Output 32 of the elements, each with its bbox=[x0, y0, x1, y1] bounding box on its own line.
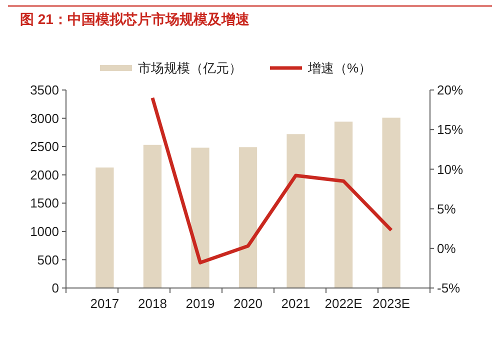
y-tick-label: 2500 bbox=[30, 139, 59, 154]
y2-tick-label: -5% bbox=[437, 280, 461, 296]
y2-tick-label: 5% bbox=[437, 201, 456, 216]
x-tick-label: 2021 bbox=[281, 296, 310, 311]
y-tick-label: 1500 bbox=[30, 196, 59, 211]
bar bbox=[286, 134, 305, 288]
bar bbox=[143, 144, 162, 288]
y2-tick-label: 20% bbox=[437, 82, 464, 98]
y2-tick-label: 15% bbox=[437, 122, 464, 138]
bar bbox=[238, 147, 258, 288]
y-tick-label: 0 bbox=[52, 280, 59, 296]
y2-tick-label: 0% bbox=[437, 240, 456, 256]
x-tick-label: 2020 bbox=[234, 296, 262, 311]
bar bbox=[382, 118, 400, 288]
y-tick-label: 2000 bbox=[30, 167, 59, 182]
y-tick-label: 500 bbox=[37, 252, 59, 268]
bar bbox=[96, 168, 114, 288]
x-tick-label: 2022E bbox=[324, 296, 363, 311]
bar bbox=[191, 148, 210, 288]
x-tick-label: 2018 bbox=[138, 296, 167, 311]
x-tick-label: 2019 bbox=[186, 296, 215, 311]
chart-title: 图 21：中国模拟芯片市场规模及增速 bbox=[20, 11, 250, 27]
y-tick-label: 3500 bbox=[30, 82, 59, 98]
y2-tick-label: 10% bbox=[437, 162, 464, 177]
line-series bbox=[150, 96, 394, 264]
x-tick-label: 2017 bbox=[90, 296, 120, 311]
x-tick-label: 2023E bbox=[372, 296, 410, 311]
y-tick-label: 3000 bbox=[30, 110, 59, 126]
bar bbox=[334, 122, 353, 288]
y-tick-label: 1000 bbox=[30, 224, 59, 239]
legend-label: 市场规模（亿元） bbox=[138, 60, 242, 76]
legend-label: 增速（%） bbox=[307, 60, 372, 76]
